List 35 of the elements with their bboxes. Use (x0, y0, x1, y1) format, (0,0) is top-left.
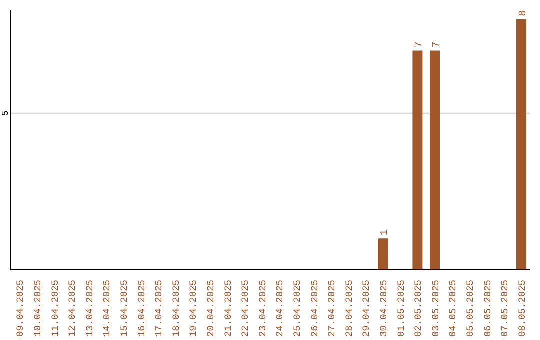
x-tick-label: 04.05.2025 (448, 280, 459, 338)
x-tick-label: 08.05.2025 (516, 280, 528, 338)
x-tick-label: 18.04.2025 (170, 280, 182, 338)
x-tick-label: 24.04.2025 (274, 280, 286, 338)
x-tick-label: 26.04.2025 (309, 280, 320, 338)
x-tick-label: 16.04.2025 (136, 280, 148, 338)
x-tick-label: 22.04.2025 (240, 280, 252, 338)
x-tick-label: 14.04.2025 (102, 280, 113, 338)
x-tick-label: 19.04.2025 (188, 280, 200, 338)
x-tick-label: 27.04.2025 (326, 280, 338, 338)
data-label: 7 (414, 42, 426, 48)
x-tick-label: 10.04.2025 (32, 280, 44, 338)
x-tick-label: 09.04.2025 (15, 280, 26, 338)
data-label: 7 (432, 42, 444, 48)
x-tick-label: 03.05.2025 (430, 280, 442, 338)
x-tick-label: 25.04.2025 (292, 280, 303, 338)
x-tick-label: 17.04.2025 (154, 280, 165, 338)
x-tick-label: 13.04.2025 (84, 280, 96, 338)
x-tick-label: 28.04.2025 (344, 280, 355, 338)
x-tick-label: 29.04.2025 (361, 280, 372, 338)
x-tick-label: 23.04.2025 (257, 280, 268, 338)
x-tick-label: 20.04.2025 (205, 280, 216, 338)
x-tick-label: 02.05.2025 (413, 280, 424, 338)
data-label: 8 (518, 10, 530, 16)
x-tick-label: 07.05.2025 (500, 280, 511, 338)
x-tick-label: 30.04.2025 (378, 280, 390, 338)
x-tick-label: 12.04.2025 (67, 280, 78, 338)
x-tick-label: 05.05.2025 (464, 280, 476, 338)
y-tick-label: 5 (1, 110, 11, 116)
x-tick-label: 06.05.2025 (482, 280, 494, 338)
x-tick-label: 15.04.2025 (118, 280, 130, 338)
x-tick-label: 01.05.2025 (396, 280, 407, 338)
x-tick-label: 11.04.2025 (50, 280, 61, 338)
data-label: 1 (380, 230, 392, 236)
x-tick-label: 21.04.2025 (222, 280, 234, 338)
